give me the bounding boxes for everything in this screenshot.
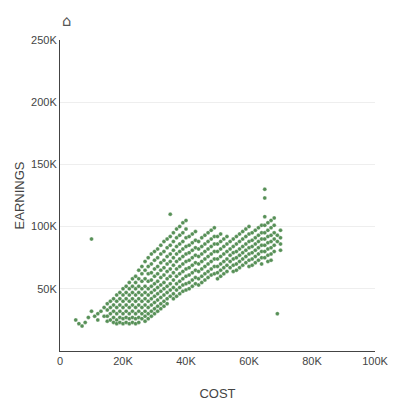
svg-text:50K: 50K — [37, 283, 57, 295]
svg-text:20K: 20K — [113, 355, 133, 367]
svg-text:250K: 250K — [31, 34, 57, 46]
svg-text:COST: COST — [199, 386, 235, 401]
svg-text:EARNINGS: EARNINGS — [12, 161, 27, 229]
svg-text:100K: 100K — [31, 220, 57, 232]
svg-text:80K: 80K — [302, 355, 322, 367]
svg-text:⌂: ⌂ — [62, 12, 72, 30]
svg-text:200K: 200K — [31, 96, 57, 108]
svg-text:40K: 40K — [176, 355, 196, 367]
svg-text:0: 0 — [57, 355, 63, 367]
svg-text:150K: 150K — [31, 158, 57, 170]
svg-text:100K: 100K — [362, 355, 388, 367]
svg-text:60K: 60K — [239, 355, 259, 367]
